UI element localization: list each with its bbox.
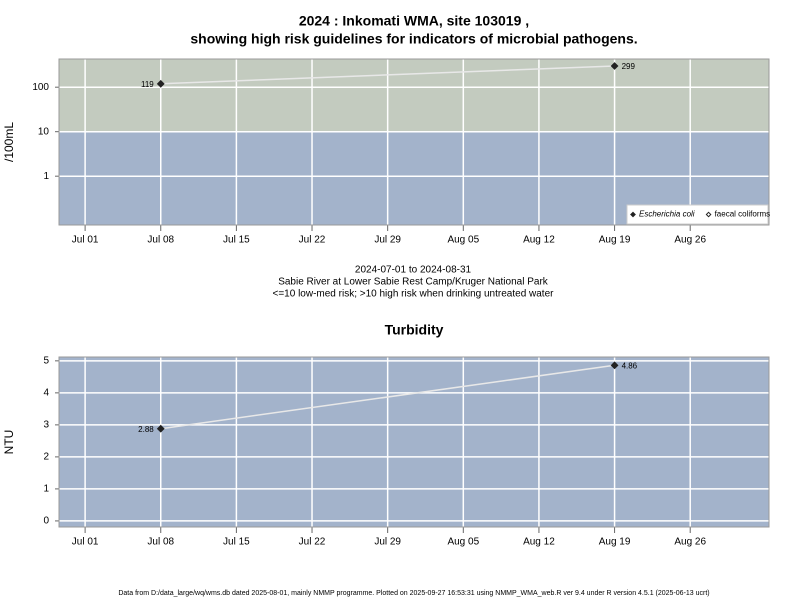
- x-tick-label: Aug 05: [447, 537, 479, 548]
- legend-marker: [630, 211, 636, 218]
- x-tick-label: Aug 05: [447, 235, 479, 246]
- chart-title: showing high risk guidelines for indicat…: [190, 31, 637, 47]
- note: Sabie River at Lower Sabie Rest Camp/Kru…: [278, 277, 549, 288]
- legend-marker: [705, 211, 712, 218]
- plot-background: [59, 357, 769, 527]
- x-tick-label: Aug 12: [523, 537, 555, 548]
- legend-label: Escherichia coli: [639, 210, 695, 219]
- y-tick-label: 100: [32, 82, 49, 93]
- y-tick-label: 5: [43, 355, 49, 366]
- data-point: [610, 62, 619, 70]
- data-label: 299: [622, 62, 636, 71]
- x-tick-label: Aug 26: [674, 537, 706, 548]
- data-point: [610, 361, 619, 370]
- data-point: [156, 79, 165, 88]
- x-tick-label: Aug 26: [674, 235, 706, 246]
- data-point: [156, 424, 165, 433]
- y-axis-label: NTU: [2, 430, 16, 455]
- legend-box: [626, 204, 769, 225]
- y-tick-label: 10: [38, 126, 50, 137]
- x-tick-label: Jul 08: [147, 537, 174, 548]
- y-tick-label: 4: [43, 387, 49, 398]
- data-label: 119: [141, 80, 154, 89]
- x-tick-label: Jul 15: [223, 235, 250, 246]
- footer: Data from D:/data_large/wq/wms.db dated …: [118, 590, 709, 597]
- x-tick-label: Aug 19: [599, 537, 631, 548]
- y-tick-label: 1: [43, 171, 49, 182]
- risk-band: [59, 59, 769, 132]
- x-tick-label: Jul 29: [374, 235, 401, 246]
- series-line: [160, 65, 615, 85]
- x-tick-label: Aug 12: [523, 235, 555, 246]
- plot-frame: [58, 356, 770, 528]
- data-label: 4.86: [622, 361, 638, 370]
- x-tick-label: Jul 15: [223, 537, 250, 548]
- x-tick-label: Jul 01: [72, 235, 99, 246]
- plot-frame: [58, 58, 770, 226]
- x-tick-label: Aug 19: [599, 235, 631, 246]
- legend-label: faecal coliforms: [715, 210, 771, 219]
- legend: Escherichia coli faecal coliforms: [626, 204, 771, 225]
- note: 2024-07-01 to 2024-08-31: [355, 265, 472, 276]
- note: <=10 low-med risk; >10 high risk when dr…: [273, 289, 555, 300]
- x-tick-label: Jul 22: [299, 235, 326, 246]
- data-label: 2.88: [138, 425, 154, 434]
- x-tick-label: Jul 22: [299, 537, 326, 548]
- chart-title: Turbidity: [385, 322, 444, 338]
- y-axis-label: /100mL: [2, 122, 16, 162]
- chart-title: 2024 : Inkomati WMA, site 103019 ,: [299, 13, 529, 29]
- x-tick-label: Jul 01: [72, 537, 99, 548]
- x-tick-label: Jul 29: [374, 537, 401, 548]
- y-tick-label: 0: [43, 516, 49, 527]
- y-tick-label: 1: [43, 484, 49, 495]
- x-tick-label: Jul 08: [147, 235, 174, 246]
- y-tick-label: 3: [43, 420, 49, 431]
- y-tick-label: 2: [43, 452, 49, 463]
- series-line: [160, 364, 615, 430]
